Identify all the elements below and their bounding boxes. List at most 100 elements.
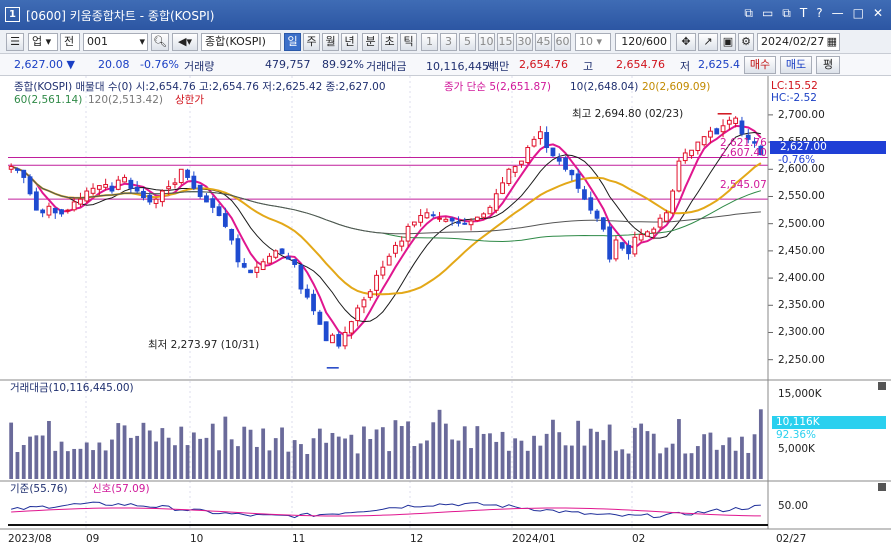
volume-bar bbox=[519, 440, 524, 479]
save-icon[interactable]: ▣ bbox=[720, 33, 736, 51]
date-input[interactable]: 2024/02/27 ▦ bbox=[757, 33, 840, 51]
volume-bar bbox=[752, 434, 757, 479]
volume-bar bbox=[506, 450, 511, 479]
volume-bar bbox=[135, 435, 140, 479]
price-axis-tick: 2,550.00 bbox=[778, 190, 825, 203]
candle-body bbox=[52, 207, 58, 214]
code-input[interactable]: 001 ▾ bbox=[83, 33, 148, 51]
interval-5-button[interactable]: 5 bbox=[459, 33, 476, 51]
candle-body bbox=[594, 210, 600, 219]
volume-bar bbox=[40, 435, 45, 479]
high-value: 2,654.76 bbox=[616, 58, 665, 71]
candle-body bbox=[714, 128, 720, 135]
volume-bar bbox=[569, 445, 574, 479]
type-select[interactable]: 전 bbox=[60, 33, 80, 51]
volume-bar bbox=[746, 452, 751, 479]
close-icon[interactable]: ✕ bbox=[872, 6, 883, 20]
candle-body bbox=[248, 269, 253, 274]
interval-3-button[interactable]: 3 bbox=[440, 33, 457, 51]
volume-bar bbox=[286, 451, 291, 479]
volume-bar bbox=[368, 438, 373, 479]
font-icon[interactable]: T bbox=[799, 6, 808, 20]
period-year-tab[interactable]: 년 bbox=[341, 33, 358, 51]
candle-body bbox=[657, 217, 663, 228]
volume-bar bbox=[418, 443, 423, 479]
volume-bar bbox=[727, 437, 732, 479]
draw-tool-icon[interactable]: ↗ bbox=[698, 33, 718, 51]
period-day-tab[interactable]: 일 bbox=[284, 33, 301, 51]
volume-bar bbox=[217, 450, 221, 479]
stock-name-field[interactable]: 종합(KOSPI) bbox=[201, 33, 281, 51]
volume-bar bbox=[198, 438, 203, 479]
candle-body bbox=[726, 119, 732, 125]
candle-body bbox=[537, 131, 543, 140]
interval-1-button[interactable]: 1 bbox=[421, 33, 438, 51]
date-label-nov: 11 bbox=[292, 533, 306, 545]
volume-bar bbox=[494, 441, 499, 479]
minimize-icon[interactable]: — bbox=[831, 6, 844, 20]
volume-bar bbox=[116, 423, 121, 479]
date-label-jan: 2024/01 bbox=[512, 533, 556, 545]
sound-icon[interactable]: ◀▾ bbox=[172, 33, 198, 51]
menu-icon[interactable]: ☰ bbox=[6, 33, 24, 51]
volume-bar bbox=[758, 409, 763, 479]
volume-bar bbox=[456, 440, 461, 479]
interval-45-button[interactable]: 45 bbox=[535, 33, 552, 51]
candle-body bbox=[386, 255, 392, 266]
candle-body bbox=[128, 179, 134, 189]
maximize-icon[interactable]: □ bbox=[852, 6, 864, 20]
candle-body bbox=[682, 152, 688, 162]
period-minute-tab[interactable]: 분 bbox=[362, 33, 379, 51]
market-select[interactable]: 업 ▾ bbox=[28, 33, 58, 51]
period-week-tab[interactable]: 주 bbox=[303, 33, 320, 51]
buy-button[interactable]: 매수 bbox=[744, 56, 776, 74]
period-tick-tab[interactable]: 틱 bbox=[400, 33, 417, 51]
help-icon[interactable]: ? bbox=[816, 6, 823, 20]
chart-area[interactable] bbox=[0, 76, 891, 550]
candle-body bbox=[399, 240, 405, 247]
volume-bar bbox=[299, 444, 303, 479]
amount-label: 거래대금 bbox=[366, 60, 407, 73]
settings-gear-icon[interactable]: ⚙ bbox=[738, 33, 754, 51]
dock-icon[interactable]: ▭ bbox=[761, 6, 774, 20]
volume-bar bbox=[242, 426, 247, 479]
interval-30-button[interactable]: 30 bbox=[516, 33, 533, 51]
pivot-label-3: 2,545.07 bbox=[720, 179, 767, 191]
interval-10-button[interactable]: 10 bbox=[478, 33, 495, 51]
volume-bar bbox=[179, 426, 184, 479]
volume-bar bbox=[330, 432, 335, 479]
candle-body bbox=[367, 291, 373, 298]
period-month-tab[interactable]: 월 bbox=[322, 33, 339, 51]
date-label-aug: 2023/08 bbox=[8, 533, 52, 545]
volume-panel-close-icon[interactable] bbox=[878, 382, 886, 390]
volume-bar bbox=[355, 453, 360, 479]
volume-bar bbox=[677, 419, 681, 479]
interval-60-button[interactable]: 60 bbox=[554, 33, 571, 51]
balance-button[interactable]: 평 bbox=[816, 56, 840, 74]
interval-select[interactable]: 10 ▾ bbox=[575, 33, 611, 51]
price-axis-tick: 2,600.00 bbox=[778, 163, 825, 176]
search-icon[interactable]: 🔍︎ bbox=[151, 33, 169, 51]
candle-body bbox=[285, 256, 291, 260]
count-input[interactable]: 120/600 bbox=[615, 33, 671, 51]
lc-indicator: LC:15.52 bbox=[771, 80, 818, 92]
interval-15-button[interactable]: 15 bbox=[497, 33, 514, 51]
candle-body bbox=[449, 217, 455, 222]
osc-panel-close-icon[interactable] bbox=[878, 483, 886, 491]
candle-body bbox=[393, 244, 398, 254]
link-window-icon[interactable]: ⧉ bbox=[744, 6, 753, 20]
volume-bar bbox=[645, 431, 650, 479]
candle-body bbox=[468, 220, 474, 226]
ma20-line bbox=[10, 162, 762, 296]
period-second-tab[interactable]: 초 bbox=[381, 33, 398, 51]
float-icon[interactable]: ⧉ bbox=[782, 6, 791, 20]
volume-bar bbox=[9, 422, 14, 479]
ma10-legend: 10(2,648.04) bbox=[570, 81, 639, 93]
volume-bar bbox=[475, 426, 480, 479]
volume-bar bbox=[292, 440, 297, 479]
candle-body bbox=[626, 244, 631, 255]
volume-axis-high: 15,000K bbox=[778, 388, 822, 400]
crosshair-icon[interactable]: ✥ bbox=[676, 33, 696, 51]
sell-button[interactable]: 매도 bbox=[780, 56, 812, 74]
candle-body bbox=[582, 189, 587, 200]
